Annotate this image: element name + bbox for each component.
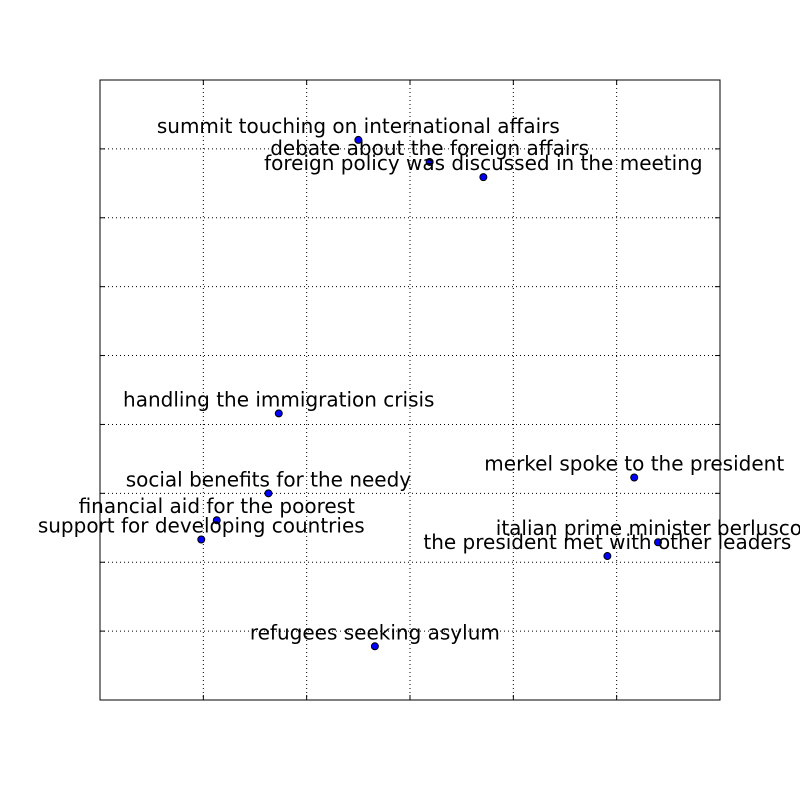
point-label: italian prime minister berlusconi (496, 516, 800, 540)
data-point (354, 135, 363, 144)
data-point (425, 157, 434, 166)
data-point (654, 538, 662, 547)
data-point (370, 642, 379, 651)
data-point (264, 489, 273, 498)
point-label: social benefits for the needy (126, 467, 412, 491)
data-point (630, 473, 639, 482)
grid-lines (100, 80, 720, 700)
point-label: handling the immigration crisis (123, 387, 434, 411)
point-label: debate about the foreign affairs (270, 136, 589, 160)
data-points (197, 135, 662, 651)
point-label: the president met with other leaders (423, 530, 791, 554)
point-label: support for developing countries (38, 513, 365, 537)
plot-frame (99, 79, 721, 701)
data-labels: summit touching on international affairs… (38, 114, 800, 644)
data-point (479, 173, 488, 182)
point-label: foreign policy was discussed in the meet… (264, 151, 702, 175)
data-point (603, 552, 612, 561)
point-label: merkel spoke to the president (484, 451, 784, 475)
data-point (212, 516, 221, 525)
point-label: refugees seeking asylum (250, 620, 500, 644)
point-label: summit touching on international affairs (157, 114, 560, 138)
point-label: financial aid for the poorest (79, 494, 356, 518)
axis-ticks (100, 80, 720, 700)
data-point (274, 409, 283, 418)
data-point (197, 535, 206, 544)
